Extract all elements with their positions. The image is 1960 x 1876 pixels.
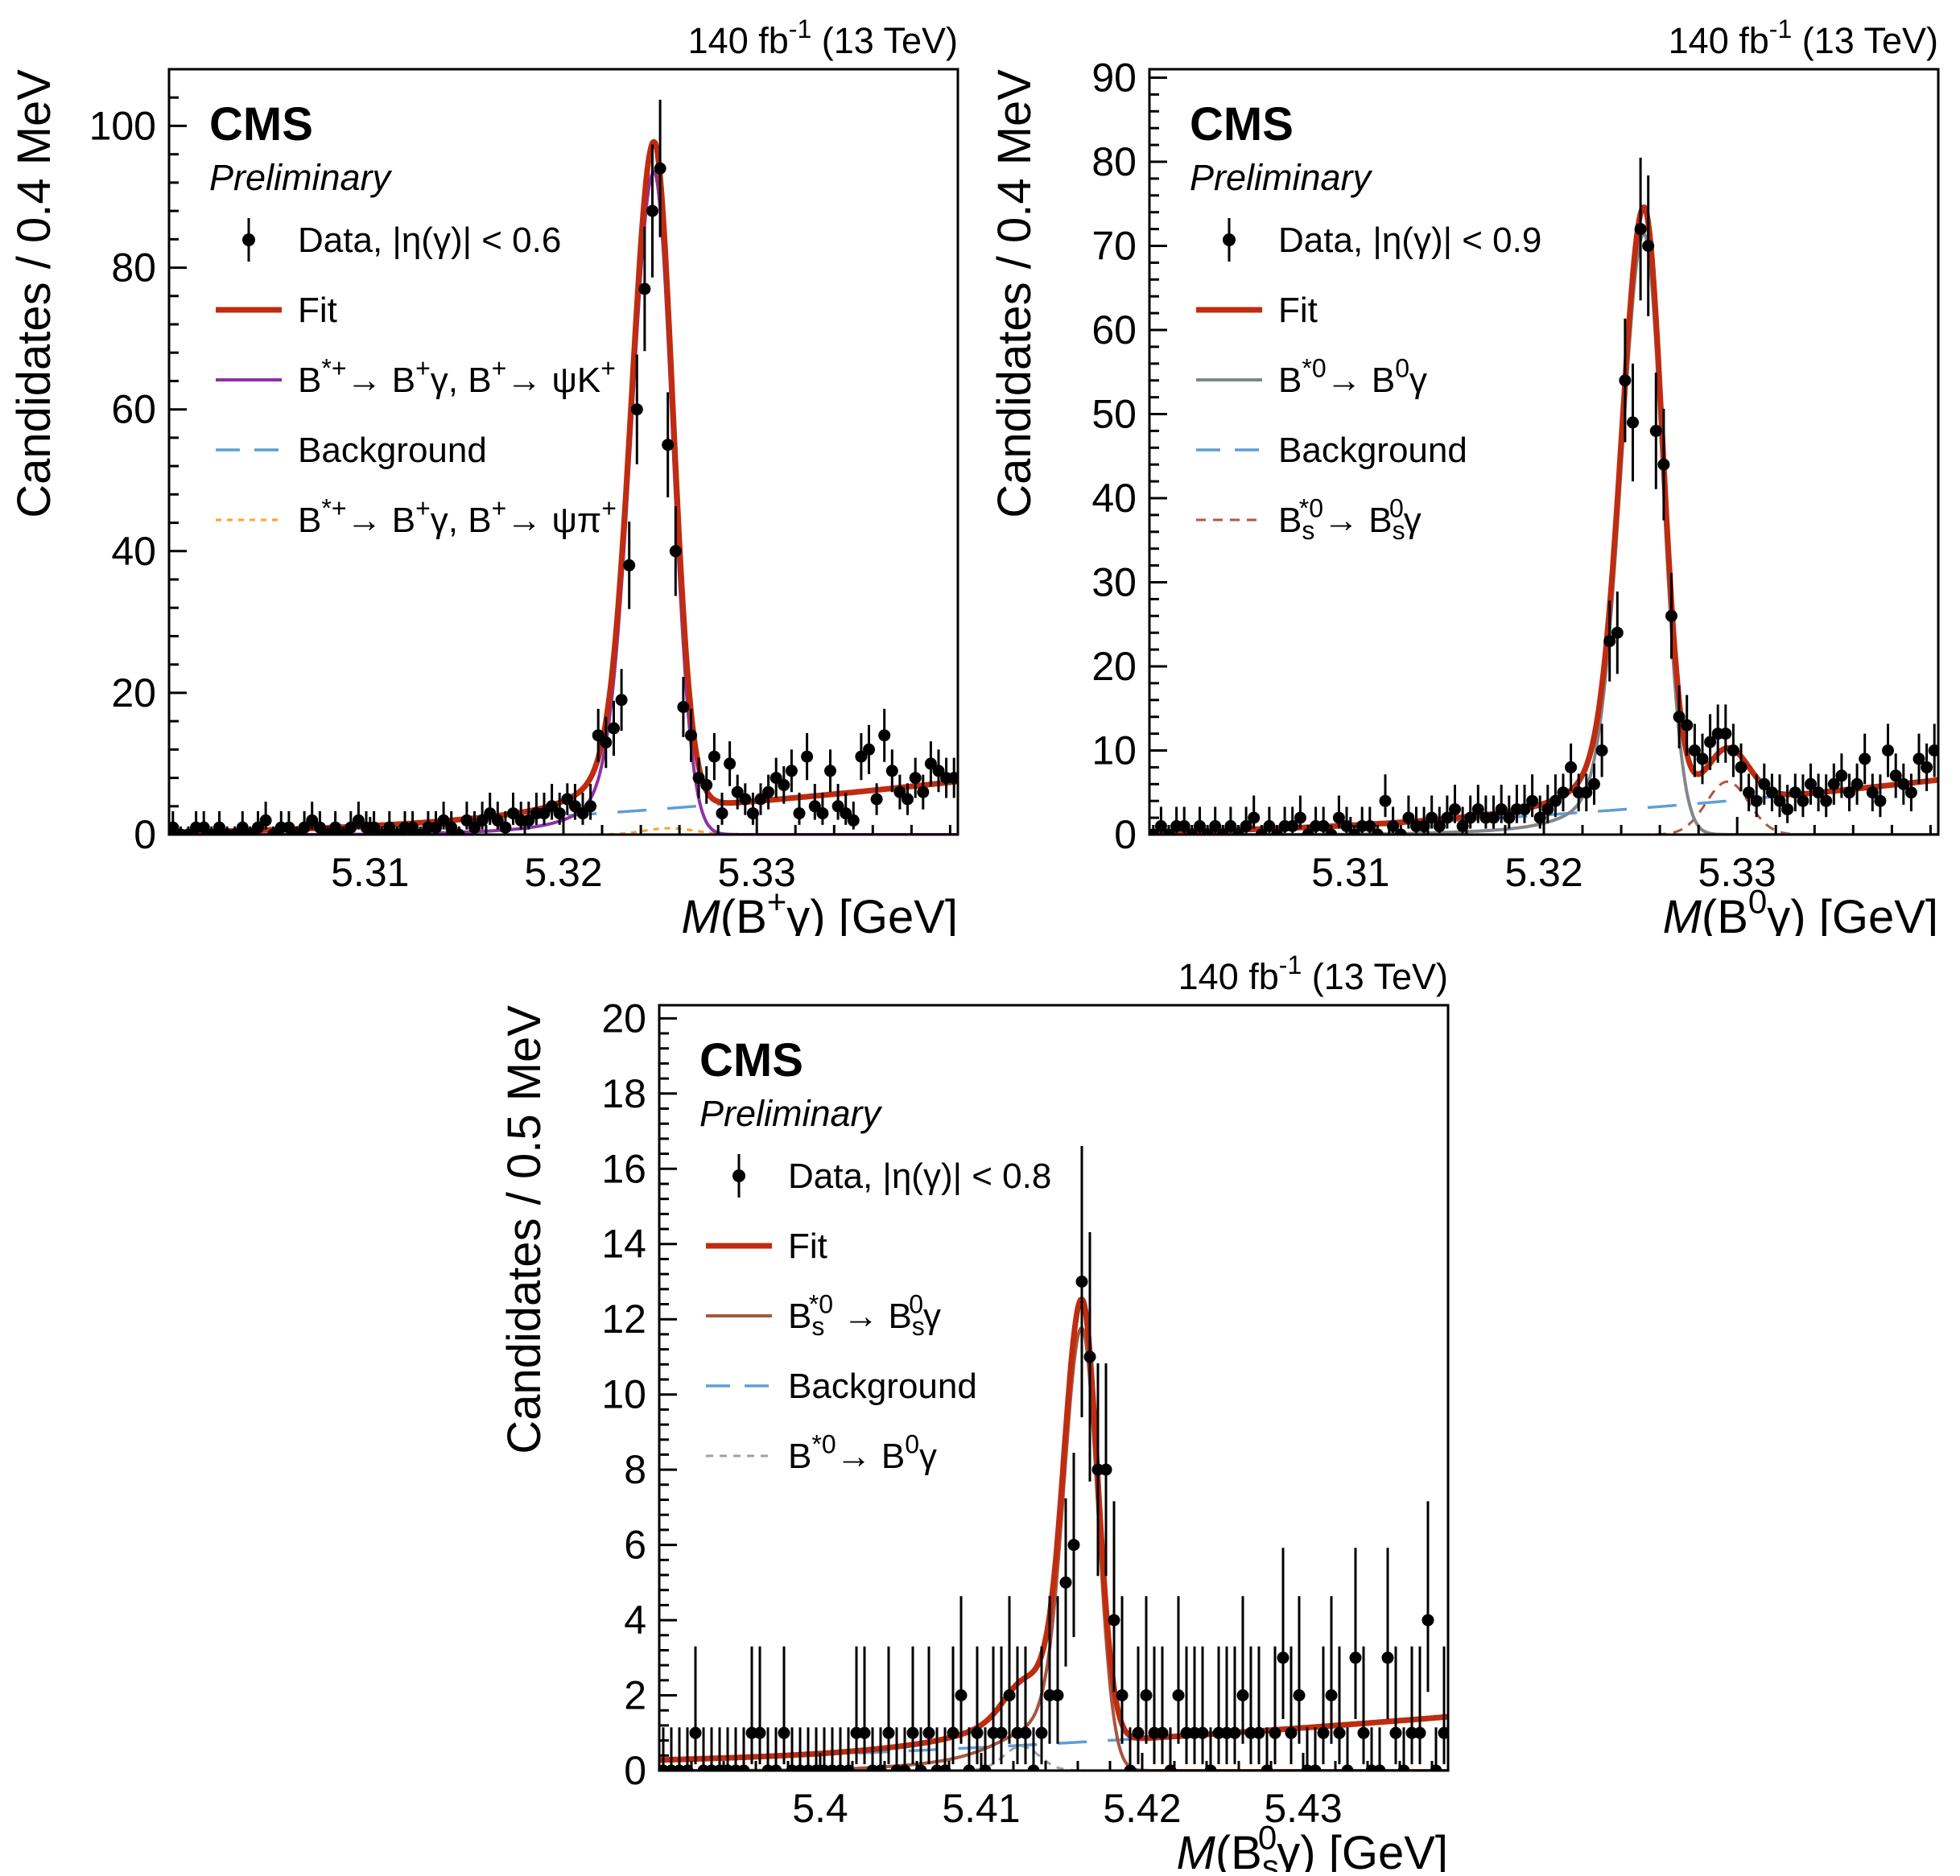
fit-curve	[1149, 204, 1938, 835]
svg-text:100: 100	[89, 103, 156, 148]
svg-text:5.33: 5.33	[718, 850, 796, 895]
svg-text:5.32: 5.32	[524, 850, 602, 895]
legend-label: Background	[788, 1367, 977, 1406]
svg-text:5.31: 5.31	[331, 850, 409, 895]
preliminary-label: Preliminary	[209, 157, 393, 198]
svg-text:6: 6	[624, 1523, 646, 1568]
y-axis	[659, 1016, 677, 1772]
svg-text:14: 14	[601, 1222, 646, 1267]
svg-text:60: 60	[111, 387, 156, 432]
svg-text:40: 40	[111, 529, 156, 574]
preliminary-label: Preliminary	[699, 1093, 883, 1134]
svg-text:80: 80	[111, 245, 156, 291]
y-axis-title: Candidates / 0.4 MeV	[8, 69, 60, 518]
preliminary-label: Preliminary	[1190, 157, 1373, 198]
fit-curve	[169, 138, 958, 835]
legend-label: Bs*0→ Bs0γ	[1278, 494, 1422, 545]
legend: Data, |η(γ)| < 0.8 Fit Bs*0 → Bs0γ Backgrou…	[706, 1154, 1051, 1476]
legend-label: B*0→ B0γ	[788, 1430, 937, 1477]
legend-label: B*0→ B0γ	[1278, 354, 1427, 401]
svg-text:90: 90	[1091, 56, 1137, 101]
plot-b-plus-gamma: 5.31 5.32 5.33 0 20 40 60 80 100 CMS Preliminary 14…	[0, 0, 980, 943]
svg-text:12: 12	[601, 1297, 646, 1342]
svg-text:70: 70	[1091, 224, 1137, 269]
svg-text:20: 20	[1091, 644, 1137, 689]
svg-text:5.41: 5.41	[942, 1786, 1020, 1831]
svg-text:20: 20	[601, 996, 646, 1041]
plot-b-s-zero-gamma: 5.4 5.41 5.42 5.43 0 2 4 6 8 10 12 14 16 18 20 CMS Preli…	[490, 936, 1471, 1876]
chart-canvas-b-zero-gamma: 5.31 5.32 5.33 0 10 20 30 40 50 60 70 80 90 CMS Prelim…	[988, 14, 1940, 943]
svg-text:5.31: 5.31	[1311, 850, 1389, 895]
lumi-label: 140 fb-1 (13 TeV)	[1178, 950, 1448, 997]
y-tick-labels: 0 10 20 30 40 50 60 70 80 90	[1091, 56, 1137, 858]
svg-text:60: 60	[1091, 307, 1137, 353]
svg-text:2: 2	[624, 1673, 646, 1718]
chart-canvas-b-s-zero-gamma: 5.4 5.41 5.42 5.43 0 2 4 6 8 10 12 14 16 18 20 CMS Preli…	[498, 950, 1450, 1876]
legend-label: Background	[298, 431, 487, 470]
legend-label: Background	[1278, 431, 1467, 470]
legend-label: Data, |η(γ)| < 0.8	[788, 1157, 1051, 1196]
svg-text:5.43: 5.43	[1264, 1786, 1342, 1831]
data-points	[169, 99, 958, 835]
y-axis-title: Candidates / 0.5 MeV	[498, 1005, 551, 1454]
data-points	[659, 1146, 1448, 1771]
y-tick-labels: 0 20 40 60 80 100	[89, 103, 156, 857]
svg-text:5.42: 5.42	[1103, 1786, 1181, 1831]
lumi-label: 140 fb-1 (13 TeV)	[688, 14, 958, 61]
svg-text:5.32: 5.32	[1504, 850, 1582, 895]
svg-text:40: 40	[1091, 476, 1137, 521]
cms-label: CMS	[209, 98, 313, 150]
y-axis	[1149, 76, 1167, 836]
legend: Data, |η(γ)| < 0.6 Fit B*+→ B+γ, B+→ ψK+ Ba…	[216, 218, 617, 540]
legend-label: Fit	[788, 1227, 827, 1266]
legend-label: Fit	[298, 291, 337, 330]
signal-curve	[1149, 232, 1938, 835]
data-points	[1149, 157, 1938, 835]
svg-text:16: 16	[601, 1146, 646, 1191]
x-tick-labels: 5.31 5.32 5.33	[1311, 850, 1776, 895]
legend: Data, |η(γ)| < 0.9 Fit B*0→ B0γ Background B…	[1196, 218, 1541, 545]
svg-text:0: 0	[624, 1748, 646, 1793]
legend-label: Data, |η(γ)| < 0.9	[1278, 221, 1541, 260]
x-tick-labels: 5.4 5.41 5.42 5.43	[792, 1786, 1342, 1831]
lumi-label: 140 fb-1 (13 TeV)	[1669, 14, 1938, 61]
svg-text:10: 10	[601, 1372, 646, 1417]
y-axis-title: Candidates / 0.4 MeV	[988, 69, 1041, 518]
x-axis-title: M(Bs0γ) [GeV]	[1176, 1819, 1448, 1872]
x-tick-labels: 5.31 5.32 5.33	[331, 850, 796, 895]
svg-text:8: 8	[624, 1447, 646, 1492]
x-axis-title: M(B+γ) [GeV]	[681, 883, 958, 936]
plot-b-zero-gamma: 5.31 5.32 5.33 0 10 20 30 40 50 60 70 80 90 CMS Prelim…	[980, 0, 1960, 943]
plot-frame	[658, 1004, 1450, 1772]
fit-curve	[659, 1296, 1448, 1763]
svg-text:20: 20	[111, 670, 156, 715]
svg-text:18: 18	[601, 1071, 646, 1116]
svg-text:5.4: 5.4	[792, 1786, 848, 1831]
cms-label: CMS	[699, 1034, 803, 1086]
svg-text:0: 0	[134, 812, 156, 857]
y-axis	[169, 96, 187, 836]
legend-label: Data, |η(γ)| < 0.6	[298, 221, 561, 260]
svg-text:4: 4	[624, 1598, 646, 1643]
svg-text:5.33: 5.33	[1698, 850, 1776, 895]
svg-text:30: 30	[1091, 560, 1137, 605]
signal-curve	[659, 1326, 1448, 1771]
legend-label: Fit	[1278, 291, 1318, 330]
svg-text:50: 50	[1091, 392, 1137, 437]
cms-label: CMS	[1190, 98, 1294, 150]
y-tick-labels: 0 2 4 6 8 10 12 14 16 18 20	[601, 996, 646, 1793]
legend-label: Bs*0 → Bs0γ	[788, 1290, 941, 1341]
svg-text:10: 10	[1091, 728, 1137, 773]
x-axis-title: M(B0γ) [GeV]	[1663, 883, 1938, 936]
svg-text:0: 0	[1114, 812, 1137, 857]
chart-canvas-b-plus-gamma: 5.31 5.32 5.33 0 20 40 60 80 100 CMS Preliminary 14…	[8, 14, 959, 943]
svg-text:80: 80	[1091, 139, 1137, 184]
legend-label: B*+→ B+γ, B+→ ψπ+	[298, 494, 617, 541]
legend-label: B*+→ B+γ, B+→ ψK+	[298, 354, 616, 401]
